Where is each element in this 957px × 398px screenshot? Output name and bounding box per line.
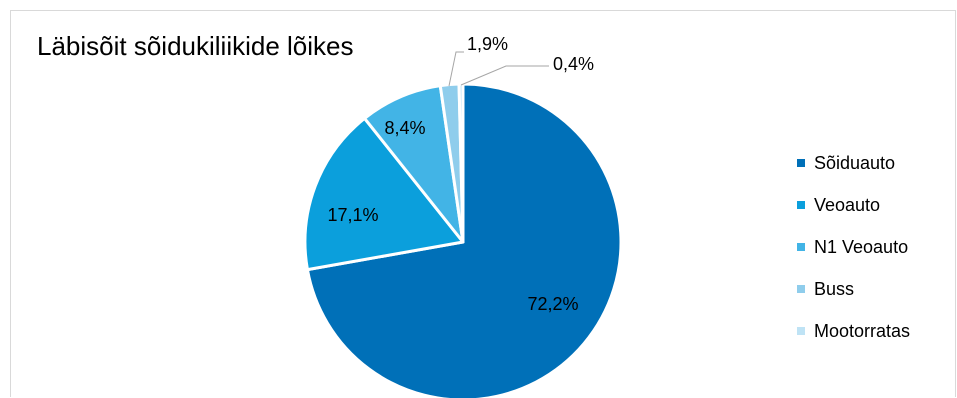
legend-label-veoauto: Veoauto [814, 194, 881, 215]
legend-label-n1-veoauto: N1 Veoauto [814, 236, 909, 257]
legend-item-buss: Buss [797, 268, 910, 310]
legend-item-veoauto: Veoauto [797, 184, 910, 226]
leader-line-buss [448, 51, 464, 87]
leader-line-mootorratas [460, 65, 549, 86]
pie-slice-veoauto [303, 116, 465, 272]
legend-swatch-veoauto [797, 201, 805, 209]
legend-swatch-soiduauto [797, 159, 805, 167]
chart-title: Läbisõit sõidukiliikide lõikes [37, 31, 354, 61]
data-label-veoauto: 17,1% [327, 205, 378, 225]
legend-label-mootorratas: Mootorratas [814, 320, 911, 341]
legend-swatch-mootorratas [797, 327, 805, 335]
legend-item-soiduauto: Sõiduauto [797, 142, 910, 184]
data-label-mootorratas: 0,4% [553, 54, 594, 74]
chart-legend: Sõiduauto Veoauto N1 Veoauto Buss Mootorrata… [797, 142, 910, 352]
legend-swatch-n1-veoauto [797, 243, 805, 251]
data-label-soiduauto: 72,2% [527, 294, 578, 314]
data-label-n1-veoauto: 8,4% [384, 118, 425, 138]
legend-swatch-buss [797, 285, 805, 293]
legend-label-soiduauto: Sõiduauto [814, 152, 896, 173]
legend-item-n1-veoauto: N1 Veoauto [797, 226, 910, 268]
legend-item-mootorratas: Mootorratas [797, 310, 910, 352]
data-label-buss: 1,9% [467, 34, 508, 54]
legend-label-buss: Buss [814, 278, 855, 299]
